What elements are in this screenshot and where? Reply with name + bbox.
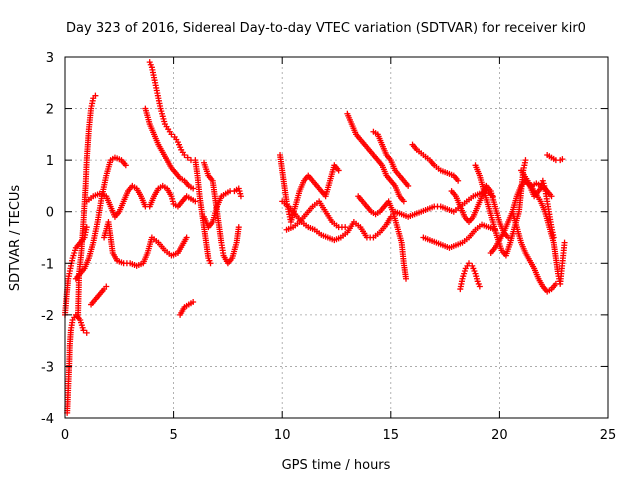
data-point [183, 234, 190, 241]
series-track-4 [72, 154, 129, 282]
data-point [548, 193, 555, 200]
data-point [190, 185, 197, 192]
series-track-14 [277, 151, 342, 226]
series-track-24 [457, 260, 483, 293]
y-tick-label: 3 [46, 51, 54, 66]
series-track-15 [279, 198, 394, 244]
y-axis-label: SDTVAR / TECUs [8, 185, 23, 292]
series-track-19 [355, 193, 410, 282]
data-point [168, 131, 175, 138]
series-track-16 [283, 198, 349, 233]
data-point [92, 92, 99, 99]
series-track-10 [177, 298, 197, 318]
data-point [207, 260, 214, 267]
y-tick-label: 0 [46, 206, 54, 221]
series-track-3 [75, 92, 99, 318]
data-point [559, 156, 566, 163]
series-track-7 [101, 219, 190, 269]
axis-ticks [64, 56, 609, 419]
y-tick-label: -2 [41, 309, 54, 324]
y-tick-label: 1 [46, 154, 54, 169]
data-point [83, 329, 90, 336]
data-point [184, 154, 191, 161]
series-track-9 [142, 105, 197, 192]
data-point [122, 162, 129, 169]
data-point [237, 193, 244, 200]
data-point [387, 213, 394, 220]
y-tick-label: 2 [46, 103, 54, 118]
series-track-28 [518, 167, 568, 287]
y-tick-label: -4 [41, 412, 54, 427]
x-tick-labels: 0 5 10 15 20 25 [61, 428, 616, 443]
data-point [400, 198, 407, 205]
series-track-30 [544, 151, 566, 164]
x-tick-label: 0 [61, 428, 69, 443]
data-point [550, 234, 557, 241]
series-track-12 [201, 159, 242, 267]
x-tick-label: 10 [274, 428, 291, 443]
chart-title: Day 323 of 2016, Sidereal Day-to-day VTE… [66, 21, 586, 36]
series-track-6 [83, 182, 199, 220]
data-point [505, 234, 512, 241]
series-track-21 [409, 141, 462, 184]
series-track-13 [201, 185, 244, 231]
series-track-5 [88, 283, 110, 308]
gridlines [65, 57, 608, 418]
data-point [403, 275, 410, 282]
data-point [561, 239, 568, 246]
data-point [476, 283, 483, 290]
data-point [181, 151, 188, 158]
x-tick-label: 25 [600, 428, 617, 443]
data-point [335, 167, 342, 174]
y-tick-label: -3 [41, 360, 54, 375]
x-tick-label: 15 [383, 428, 400, 443]
series-track-23 [448, 182, 512, 241]
series-track-8 [146, 59, 194, 164]
data-point [80, 327, 87, 334]
data-point [455, 177, 462, 184]
y-tick-labels: -4 -3 -2 -1 0 1 2 3 [41, 51, 54, 427]
series-track-17 [344, 110, 407, 205]
series-track-29 [528, 177, 557, 241]
data-point [190, 298, 197, 305]
data-point [342, 224, 349, 231]
series-track-22 [420, 221, 499, 251]
data-marks [62, 59, 568, 416]
y-tick-label: -1 [41, 257, 54, 272]
data-point [235, 224, 242, 231]
data-point [405, 182, 412, 189]
x-tick-label: 5 [169, 428, 177, 443]
data-point [465, 260, 472, 267]
data-point [83, 224, 90, 231]
data-point [103, 283, 110, 290]
plot-frame [64, 56, 609, 419]
x-axis-label: GPS time / hours [282, 458, 391, 473]
x-tick-label: 20 [491, 428, 508, 443]
series-track-2 [64, 311, 90, 416]
series-track-18 [370, 128, 412, 189]
series-track-11 [192, 157, 214, 267]
data-point [192, 198, 199, 205]
series-track-27 [509, 208, 559, 295]
data-point [522, 157, 529, 164]
